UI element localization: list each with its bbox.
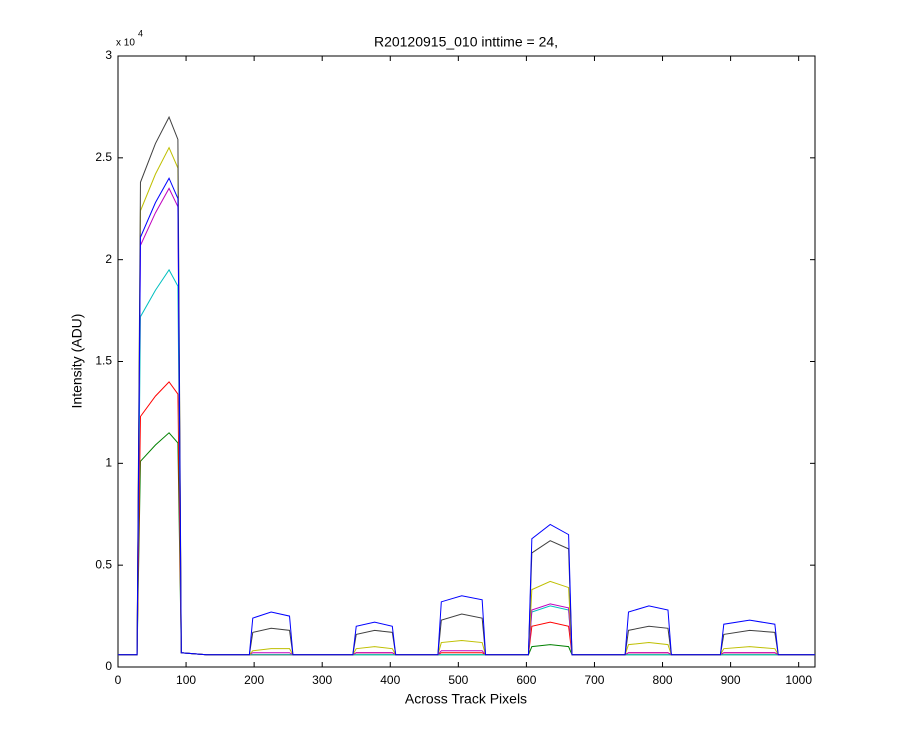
x-tick-label: 0 [115,673,122,687]
x-tick-label: 800 [653,673,673,687]
y-tick-label: 1 [105,456,112,470]
plot-area [117,55,816,668]
y-tick-label: 0 [105,659,112,673]
y-tick-label: 2 [105,252,112,266]
x-tick-label: 600 [516,673,536,687]
x-tick-label: 500 [448,673,468,687]
y-multiplier: x 10 [116,38,135,49]
y-tick-label: 2.5 [95,150,112,164]
y-tick-label: 1.5 [95,354,112,368]
chart-title: R20120915_010 inttime = 24, [374,34,558,50]
y-tick-label: 0.5 [95,557,112,571]
x-axis-label: Across Track Pixels [405,691,527,707]
x-tick-label: 300 [312,673,332,687]
x-tick-label: 400 [380,673,400,687]
x-tick-label: 900 [721,673,741,687]
y-multiplier-exponent: 4 [138,28,143,38]
x-tick-label: 1000 [785,673,812,687]
x-tick-label: 700 [584,673,604,687]
y-tick-label: 3 [105,48,112,62]
x-tick-label: 200 [244,673,264,687]
x-tick-label: 100 [176,673,196,687]
series-line [118,177,815,656]
y-axis-label: Intensity (ADU) [69,314,85,409]
